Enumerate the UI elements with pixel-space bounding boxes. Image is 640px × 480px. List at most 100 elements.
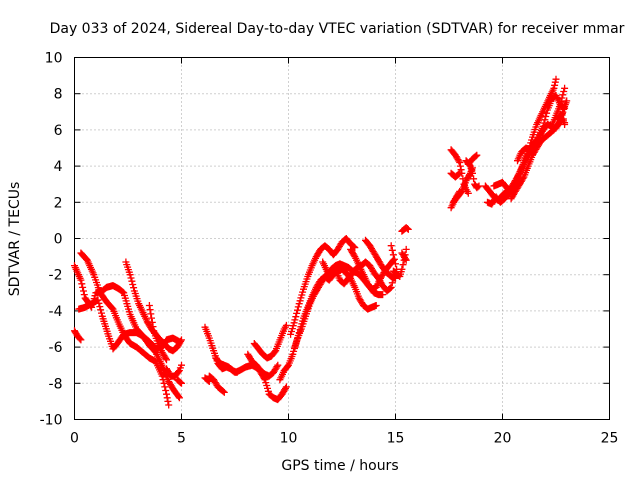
data-point [403,225,411,232]
data-point [178,336,185,344]
data-point [77,336,85,344]
x-tick-label: 10 [280,431,298,447]
data-point [389,251,397,259]
data-point [464,189,472,197]
data-point [282,321,290,329]
data-point [79,283,87,291]
data-point [233,368,241,376]
data-point [456,159,464,166]
data-point [163,390,170,398]
data-point [456,169,464,177]
data-point [540,119,548,127]
data-point [162,387,170,394]
axis-ticks: 0 5 10 15 20 25 -10 -8 -6 -4 -2 0 2 4 6 8 10 [40,51,619,447]
data-point [175,393,183,401]
data-point [474,183,482,191]
data-point [164,397,172,405]
data-point [387,283,395,291]
data-point [558,110,566,118]
data-point [558,111,566,119]
data-point [534,135,542,143]
data-point [274,361,282,369]
data-point [162,354,170,362]
data-point [402,245,410,253]
data-point [177,337,185,345]
data-point [175,368,182,376]
y-tick-label: -6 [49,340,63,356]
data-point [76,335,84,343]
data-point [390,255,398,263]
data-point [455,157,463,165]
data-point [294,306,301,314]
data-point [159,376,167,384]
data-point [178,379,185,387]
x-tick-label: 0 [70,431,79,447]
data-point [388,246,396,254]
data-point [177,379,185,387]
data-point [559,91,567,99]
data-point [473,151,481,159]
data-point [519,174,527,182]
data-point [273,363,281,371]
data-point [560,88,568,95]
data-point [475,182,483,190]
data-point [97,306,105,314]
data-point [457,166,465,174]
data-point [560,115,567,123]
y-tick-label: -2 [49,268,63,284]
data-point [163,394,171,402]
data-point [146,306,154,314]
data-point [148,318,156,326]
data-point [220,388,228,396]
x-axis-label: GPS time / hours [281,458,398,474]
grid [74,57,610,420]
data-point [293,309,301,317]
data-point [386,284,394,292]
data-point [128,277,136,285]
data-point [456,162,464,170]
data-point [130,284,138,292]
data-point [472,152,480,160]
data-point [387,242,395,250]
y-tick-label: 10 [45,51,63,67]
data-point [372,302,380,309]
data-point [551,78,559,86]
data-point [379,291,387,299]
data-point [282,383,290,391]
data-point [77,276,85,284]
y-tick-label: -4 [49,304,63,320]
data-point [351,244,359,252]
data-point [126,271,134,279]
y-tick-label: 6 [54,123,63,139]
y-tick-label: 2 [54,195,63,211]
data-point [398,265,406,273]
data-point [455,170,463,178]
data-point [149,323,157,331]
data-point [392,260,399,268]
data-point [552,75,560,83]
data-point [219,387,227,395]
data-point [178,361,185,369]
data-point [98,309,105,317]
data-point [539,122,547,130]
data-point [470,175,478,183]
data-point [127,274,135,282]
data-point [163,356,170,364]
y-tick-label: 4 [54,159,63,175]
data-point [95,299,103,307]
data-point [394,271,402,279]
data-point [541,116,549,124]
data-point [292,313,300,321]
data-point [399,261,407,269]
data-point [96,303,104,311]
data-point [393,270,401,278]
y-tick-label: -10 [40,413,63,429]
chart-title: Day 033 of 2024, Sidereal Day-to-day VTE… [50,21,625,37]
data-point [165,401,173,409]
data-point [148,314,155,322]
data-point [543,109,551,117]
data-point [205,377,212,385]
data-point [119,288,127,296]
data-point [158,372,166,380]
data-point [563,97,571,105]
